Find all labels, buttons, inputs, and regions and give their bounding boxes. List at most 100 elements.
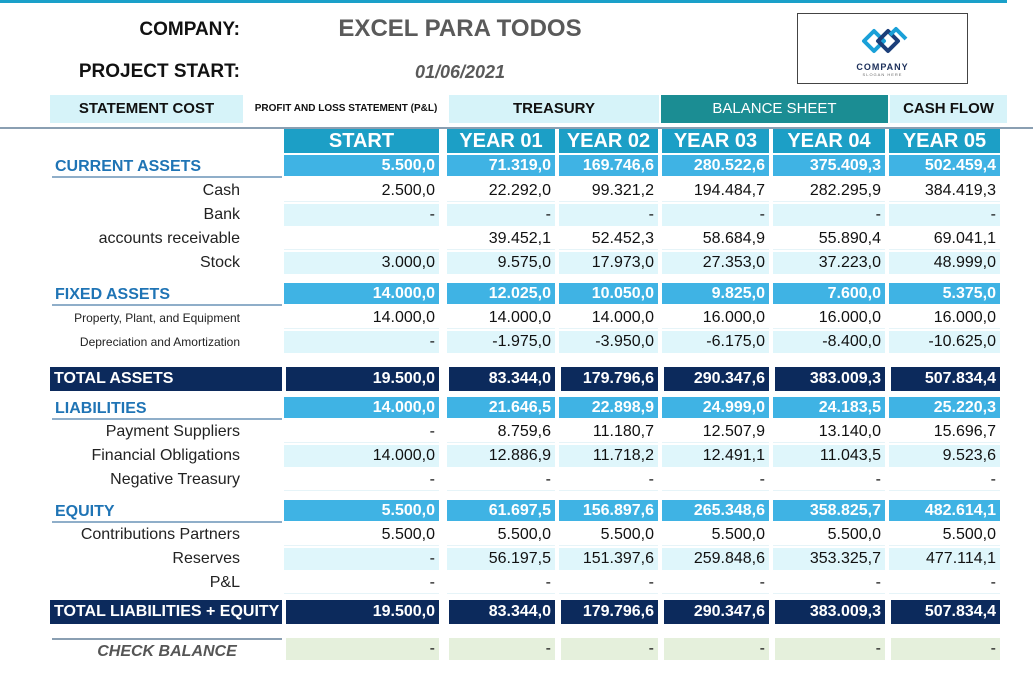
table-cell[interactable]: 25.220,3 xyxy=(889,397,1000,418)
table-cell[interactable]: 353.325,7 xyxy=(773,548,885,570)
table-cell[interactable]: 56.197,5 xyxy=(447,548,555,570)
table-cell[interactable]: 5.500,0 xyxy=(284,155,439,176)
table-cell[interactable]: 22.898,9 xyxy=(559,397,658,418)
table-cell[interactable]: 55.890,4 xyxy=(773,228,885,250)
table-cell[interactable]: 259.848,6 xyxy=(662,548,769,570)
table-cell[interactable]: 290.347,6 xyxy=(662,367,769,391)
table-cell[interactable]: 39.452,1 xyxy=(447,228,555,250)
table-cell[interactable]: 9.575,0 xyxy=(447,252,555,274)
tab-treasury[interactable]: TREASURY xyxy=(449,95,659,123)
table-cell[interactable]: 14.000,0 xyxy=(284,445,439,467)
table-cell[interactable]: -8.400,0 xyxy=(773,331,885,353)
table-cell[interactable]: 83.344,0 xyxy=(447,600,555,624)
table-cell[interactable]: 179.796,6 xyxy=(559,367,658,391)
table-cell[interactable]: 14.000,0 xyxy=(559,307,658,329)
table-cell[interactable]: 151.397,6 xyxy=(559,548,658,570)
table-cell[interactable]: 383.009,3 xyxy=(773,367,885,391)
table-cell[interactable]: 482.614,1 xyxy=(889,500,1000,521)
table-cell[interactable]: 5.500,0 xyxy=(447,524,555,546)
table-cell[interactable]: 2.500,0 xyxy=(284,180,439,202)
table-cell[interactable]: - xyxy=(559,572,658,594)
table-cell[interactable]: 12.025,0 xyxy=(447,283,555,304)
table-cell[interactable]: 11.180,7 xyxy=(559,421,658,443)
table-cell[interactable]: 502.459,4 xyxy=(889,155,1000,176)
table-cell[interactable]: 13.140,0 xyxy=(773,421,885,443)
table-cell[interactable]: - xyxy=(559,204,658,226)
table-cell[interactable]: 14.000,0 xyxy=(284,307,439,329)
table-cell[interactable]: 14.000,0 xyxy=(447,307,555,329)
table-cell[interactable]: 69.041,1 xyxy=(889,228,1000,250)
table-cell[interactable]: 12.507,9 xyxy=(662,421,769,443)
table-cell[interactable]: 22.292,0 xyxy=(447,180,555,202)
table-cell[interactable]: 83.344,0 xyxy=(447,367,555,391)
table-cell[interactable]: 24.183,5 xyxy=(773,397,885,418)
table-cell[interactable]: 16.000,0 xyxy=(662,307,769,329)
table-cell[interactable]: 61.697,5 xyxy=(447,500,555,521)
table-cell[interactable]: - xyxy=(447,204,555,226)
table-cell[interactable]: - xyxy=(662,469,769,491)
table-cell[interactable]: - xyxy=(662,204,769,226)
table-cell[interactable]: 384.419,3 xyxy=(889,180,1000,202)
table-cell[interactable]: - xyxy=(889,572,1000,594)
table-cell[interactable]: 282.295,9 xyxy=(773,180,885,202)
company-name[interactable]: EXCEL PARA TODOS xyxy=(338,15,582,42)
table-cell[interactable]: 48.999,0 xyxy=(889,252,1000,274)
table-cell[interactable]: 17.973,0 xyxy=(559,252,658,274)
table-cell[interactable]: - xyxy=(284,421,439,443)
table-cell[interactable]: -3.950,0 xyxy=(559,331,658,353)
table-cell[interactable]: 19.500,0 xyxy=(284,600,439,624)
table-cell[interactable]: 179.796,6 xyxy=(559,600,658,624)
table-cell[interactable]: - xyxy=(889,638,1000,660)
table-cell[interactable]: - xyxy=(284,204,439,226)
tab-statement-cost[interactable]: STATEMENT COST xyxy=(50,95,243,123)
table-cell[interactable]: 477.114,1 xyxy=(889,548,1000,570)
table-cell[interactable]: 24.999,0 xyxy=(662,397,769,418)
table-cell[interactable]: 52.452,3 xyxy=(559,228,658,250)
table-cell[interactable]: 11.718,2 xyxy=(559,445,658,467)
table-cell[interactable]: 5.500,0 xyxy=(662,524,769,546)
table-cell[interactable]: 5.375,0 xyxy=(889,283,1000,304)
table-cell[interactable]: 156.897,6 xyxy=(559,500,658,521)
table-cell[interactable]: - xyxy=(889,204,1000,226)
table-cell[interactable]: 58.684,9 xyxy=(662,228,769,250)
table-cell[interactable]: - xyxy=(662,638,769,660)
table-cell[interactable]: -1.975,0 xyxy=(447,331,555,353)
table-cell[interactable]: 507.834,4 xyxy=(889,367,1000,391)
table-cell[interactable]: - xyxy=(559,638,658,660)
tab-balance-sheet[interactable]: BALANCE SHEET xyxy=(661,95,888,123)
table-cell[interactable]: 12.886,9 xyxy=(447,445,555,467)
tab-profit-and-loss[interactable]: PROFIT AND LOSS STATEMENT (P&L) xyxy=(243,95,449,123)
table-cell[interactable]: - xyxy=(773,469,885,491)
table-cell[interactable]: 280.522,6 xyxy=(662,155,769,176)
table-cell[interactable]: - xyxy=(284,572,439,594)
table-cell[interactable]: 8.759,6 xyxy=(447,421,555,443)
table-cell[interactable]: 169.746,6 xyxy=(559,155,658,176)
table-cell[interactable]: - xyxy=(447,469,555,491)
table-cell[interactable]: - xyxy=(773,638,885,660)
table-cell[interactable]: - xyxy=(662,572,769,594)
table-cell[interactable]: 7.600,0 xyxy=(773,283,885,304)
table-cell[interactable]: 71.319,0 xyxy=(447,155,555,176)
table-cell[interactable]: - xyxy=(773,572,885,594)
table-cell[interactable]: -10.625,0 xyxy=(889,331,1000,353)
table-cell[interactable]: - xyxy=(284,638,439,660)
table-cell[interactable]: 14.000,0 xyxy=(284,397,439,418)
table-cell[interactable]: 19.500,0 xyxy=(284,367,439,391)
table-cell[interactable]: -6.175,0 xyxy=(662,331,769,353)
table-cell[interactable]: 99.321,2 xyxy=(559,180,658,202)
table-cell[interactable]: 5.500,0 xyxy=(284,500,439,521)
table-cell[interactable]: 290.347,6 xyxy=(662,600,769,624)
table-cell[interactable]: - xyxy=(284,548,439,570)
table-cell[interactable]: 5.500,0 xyxy=(284,524,439,546)
project-start-date[interactable]: 01/06/2021 xyxy=(414,62,506,82)
table-cell[interactable]: - xyxy=(284,469,439,491)
table-cell[interactable] xyxy=(284,228,439,250)
table-cell[interactable]: 12.491,1 xyxy=(662,445,769,467)
table-cell[interactable]: 27.353,0 xyxy=(662,252,769,274)
table-cell[interactable]: - xyxy=(447,572,555,594)
table-cell[interactable]: 265.348,6 xyxy=(662,500,769,521)
table-cell[interactable]: - xyxy=(284,331,439,353)
table-cell[interactable]: - xyxy=(559,469,658,491)
table-cell[interactable]: 9.523,6 xyxy=(889,445,1000,467)
table-cell[interactable]: 16.000,0 xyxy=(889,307,1000,329)
